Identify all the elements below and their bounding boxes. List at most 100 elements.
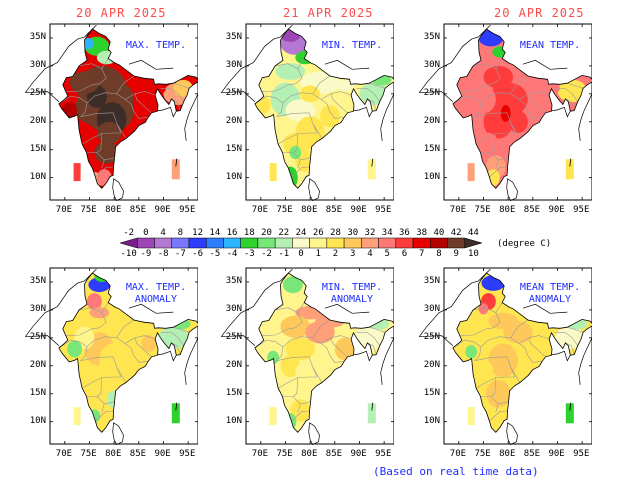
lon-label: 80E [301, 449, 318, 459]
lakshadweep-box [73, 407, 81, 426]
lon-label: 75E [80, 205, 97, 215]
lon-label: 70E [251, 205, 269, 215]
lon-label: 75E [276, 205, 293, 215]
colorbar-segment [240, 237, 259, 249]
map-svg [25, 23, 198, 202]
country-border [522, 303, 568, 314]
map-panel-mean-temp: 35N 30N 25N 20N 15N 10N 70E 75E 80E 85E 90E 95E MEAN… [416, 22, 592, 218]
india-outline [58, 272, 198, 433]
colorbar-temp-label: 34 [381, 228, 393, 238]
colorbar-anomaly-label: 7 [418, 249, 425, 259]
field-region [283, 132, 308, 156]
state-border [369, 82, 386, 89]
country-border [324, 59, 370, 70]
map-svg [25, 267, 198, 446]
field-region [471, 85, 496, 114]
colorbar-temp-label: 20 [261, 228, 272, 238]
state-border [276, 356, 318, 378]
country-border [221, 335, 256, 346]
sri-lanka-outline [308, 422, 320, 446]
date-min-temp: 21 APR 2025 [283, 6, 374, 20]
panel-title: MAX. TEMP. [125, 40, 187, 51]
date-mean-temp: 20 APR 2025 [494, 6, 585, 20]
lon-label: 90E [548, 449, 565, 459]
lat-label: 35N [423, 275, 440, 286]
country-border [419, 91, 454, 102]
state-border [367, 98, 377, 111]
state-border [510, 123, 521, 139]
colorbar-segment [464, 237, 483, 249]
colorbar-anomaly-label: 0 [298, 249, 304, 259]
country-border [221, 24, 293, 93]
colorbar-anomaly-label: 5 [384, 249, 390, 259]
sri-lanka-outline [112, 422, 124, 446]
colorbar-temp-label: 18 [243, 228, 255, 238]
field-region [334, 79, 355, 92]
state-border [173, 82, 190, 89]
lat-label: 10N [29, 171, 46, 182]
colorbar-temp-label: 8 [177, 228, 184, 238]
country-border [157, 350, 177, 362]
lat-label: 15N [423, 143, 440, 154]
state-border [261, 312, 303, 336]
colorbar [112, 228, 550, 258]
lat-label: 20N [225, 359, 242, 370]
lat-label: 15N [423, 387, 440, 398]
state-border [116, 367, 127, 383]
india-outline [58, 28, 198, 189]
lat-label: 10N [29, 415, 46, 426]
colorbar-anomaly-label: -5 [209, 249, 221, 259]
state-border [510, 75, 529, 94]
date-max-temp: 20 APR 2025 [76, 6, 167, 20]
country-border [25, 335, 60, 346]
state-border [297, 403, 301, 413]
state-border [367, 342, 377, 355]
panel-title: MIN. TEMP. ANOMALY [321, 282, 383, 305]
panel-title: MIN. TEMP. [321, 40, 383, 51]
lon-label: 80E [499, 205, 516, 215]
lat-label: 10N [225, 415, 242, 426]
colorbar-segment [412, 237, 431, 249]
colorbar-temp-label: 36 [399, 228, 410, 238]
state-border [116, 123, 127, 139]
country-border [522, 59, 568, 70]
state-border [489, 410, 508, 422]
field-region [151, 82, 166, 94]
colorbar-anomaly-label: -1 [278, 249, 290, 259]
colorbar-segment [430, 237, 448, 249]
state-border [567, 82, 584, 89]
colorbar-segment [309, 237, 328, 249]
colorbar-temp-label: 42 [450, 228, 462, 238]
field-region [87, 293, 102, 310]
colorbar-temp-label: 30 [347, 228, 359, 238]
country-border [221, 268, 293, 337]
lat-label: 15N [225, 143, 242, 154]
state-border [326, 347, 345, 363]
state-border [320, 91, 352, 100]
field-region [473, 360, 494, 383]
country-border [25, 91, 60, 102]
colorbar-anomaly-label: 3 [350, 249, 356, 259]
field-region [488, 343, 518, 377]
state-border [124, 91, 156, 100]
india-outline [452, 28, 592, 189]
state-border [116, 75, 135, 94]
state-border [261, 68, 303, 92]
colorbar-segment [223, 237, 241, 249]
andaman-islands [175, 158, 178, 167]
state-border [58, 339, 88, 361]
state-border [160, 88, 184, 102]
state-border [96, 133, 103, 153]
colorbar-anomaly-label: -2 [261, 249, 272, 259]
state-border [480, 396, 509, 405]
lon-label: 90E [350, 449, 367, 459]
andaman-islands [371, 402, 374, 411]
state-border [124, 335, 156, 344]
field-region [285, 337, 316, 361]
lon-label: 85E [523, 205, 541, 215]
field-region [545, 82, 560, 94]
lakshadweep-box [73, 163, 81, 182]
field-region [280, 376, 301, 400]
lon-label: 90E [154, 205, 171, 215]
colorbar-segment [136, 237, 155, 249]
